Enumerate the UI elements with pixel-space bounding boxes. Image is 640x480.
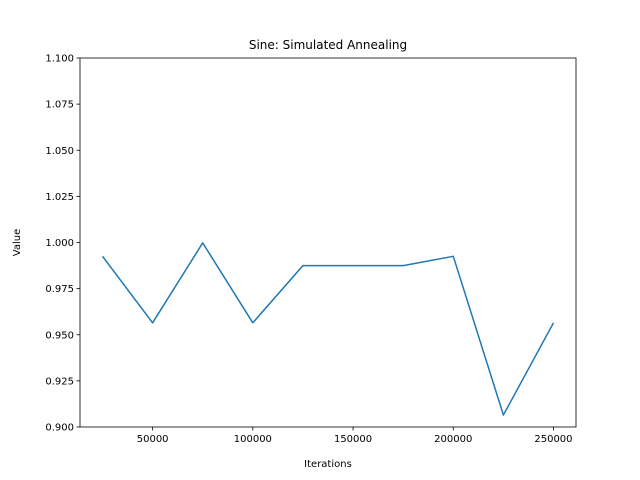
y-tick-label: 1.075 xyxy=(45,100,74,111)
y-tick-label: 0.950 xyxy=(45,330,74,341)
y-tick-label: 1.025 xyxy=(45,192,74,203)
y-tick-label: 1.100 xyxy=(45,54,74,65)
x-tick-label: 200000 xyxy=(434,434,472,445)
x-tick-label: 100000 xyxy=(234,434,272,445)
y-axis-title: Value xyxy=(12,229,23,256)
x-axis-title: Iterations xyxy=(304,459,352,470)
y-tick-label: 1.050 xyxy=(45,146,74,157)
y-tick-label: 0.900 xyxy=(45,423,74,434)
x-tick-label: 150000 xyxy=(334,434,372,445)
y-tick-label: 0.925 xyxy=(45,376,74,387)
x-axis: 50000 100000 150000 200000 250000 xyxy=(137,427,573,445)
y-tick-label: 0.975 xyxy=(45,284,74,295)
chart-title: Sine: Simulated Annealing xyxy=(249,38,407,52)
series-line xyxy=(101,242,555,416)
y-tick-label: 1.000 xyxy=(45,238,74,249)
plot-area xyxy=(101,242,555,416)
x-tick-label: 250000 xyxy=(534,434,572,445)
y-axis: 0.900 0.925 0.950 0.975 1.000 1.025 1.050 1.075… xyxy=(45,54,80,434)
x-tick-label: 50000 xyxy=(137,434,169,445)
